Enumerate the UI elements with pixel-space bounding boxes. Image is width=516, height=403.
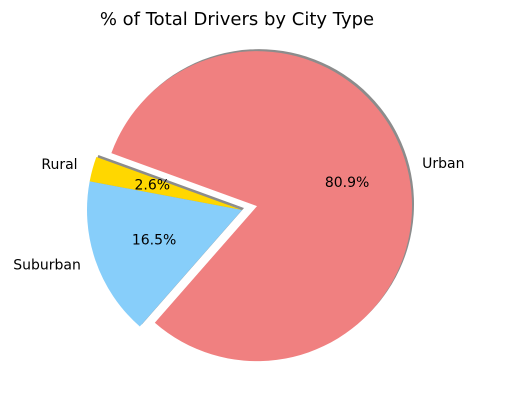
pct-label-urban: 80.9%: [325, 175, 369, 191]
pie-slice-rural: [89, 156, 242, 210]
chart-title: % of Total Drivers by City Type: [100, 9, 374, 30]
pct-label-rural: 2.6%: [135, 177, 171, 193]
slice-label-rural: Rural: [41, 157, 77, 173]
pie-labels: Rural 2.6% Suburban 16.5% Urban 80.9%: [13, 156, 464, 274]
pie-slices: [87, 51, 413, 362]
pie-slice-suburban: [87, 181, 242, 327]
pie-slice-urban: [111, 51, 413, 362]
pct-label-suburban: 16.5%: [132, 232, 176, 248]
slice-label-urban: Urban: [422, 156, 464, 172]
slice-label-suburban: Suburban: [13, 258, 81, 274]
pie-slice-shadow-rural: [91, 154, 244, 208]
